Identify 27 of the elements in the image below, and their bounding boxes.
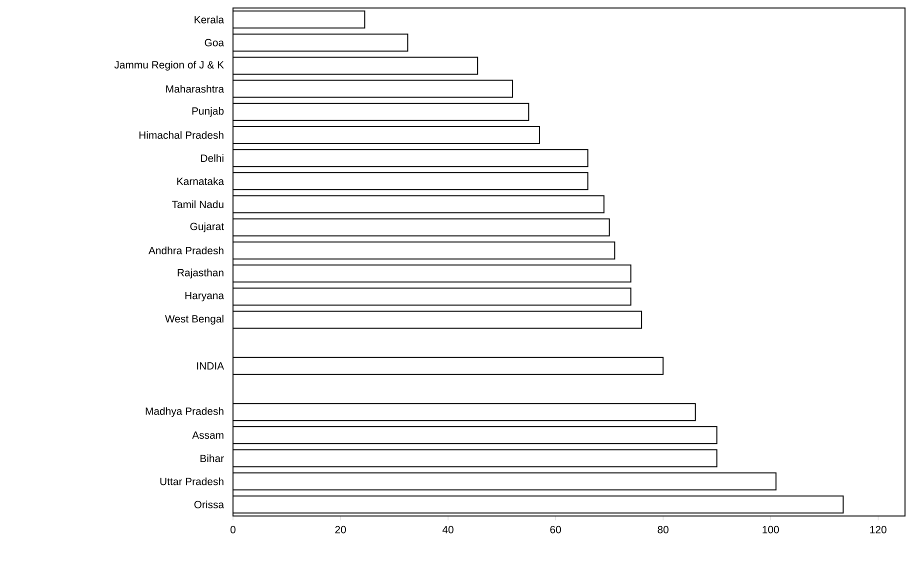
y-tick-label: Haryana — [185, 292, 224, 302]
x-tick-label: 80 — [658, 526, 668, 534]
y-tick-label: Rajasthan — [178, 268, 224, 278]
x-tick-label: 100 — [762, 526, 779, 534]
y-tick-label: Maharashtra — [166, 84, 224, 93]
y-tick-label: Punjab — [192, 107, 224, 117]
x-tick-label: 20 — [335, 526, 346, 534]
y-tick-label: INDIA — [197, 362, 224, 370]
y-tick-label: Delhi — [201, 154, 224, 162]
y-tick-label: Kerala — [194, 16, 224, 24]
y-tick-label: Goa — [204, 38, 224, 46]
y-tick-label: Himachal Pradesh — [139, 131, 224, 139]
y-tick-label: Orissa — [194, 500, 224, 508]
y-tick-label: Karnataka — [177, 177, 224, 186]
y-tick-label: Tamil Nadu — [172, 200, 224, 208]
x-tick-label: 120 — [870, 526, 886, 534]
y-tick-label: Uttar Pradesh — [160, 478, 224, 486]
y-tick-label: Bihar — [200, 454, 224, 462]
x-tick-label: 60 — [550, 526, 561, 534]
x-tick-label: 0 — [230, 526, 236, 534]
y-tick-label: Gujarat — [190, 222, 224, 232]
y-tick-label: Jammu Region of J & K — [114, 60, 224, 71]
y-tick-label: Andhra Pradesh — [148, 246, 224, 254]
y-tick-label: Madhya Pradesh — [146, 407, 224, 417]
x-tick-label: 40 — [442, 526, 454, 534]
y-tick-label: West Bengal — [165, 314, 224, 325]
y-tick-label: Assam — [192, 432, 224, 439]
